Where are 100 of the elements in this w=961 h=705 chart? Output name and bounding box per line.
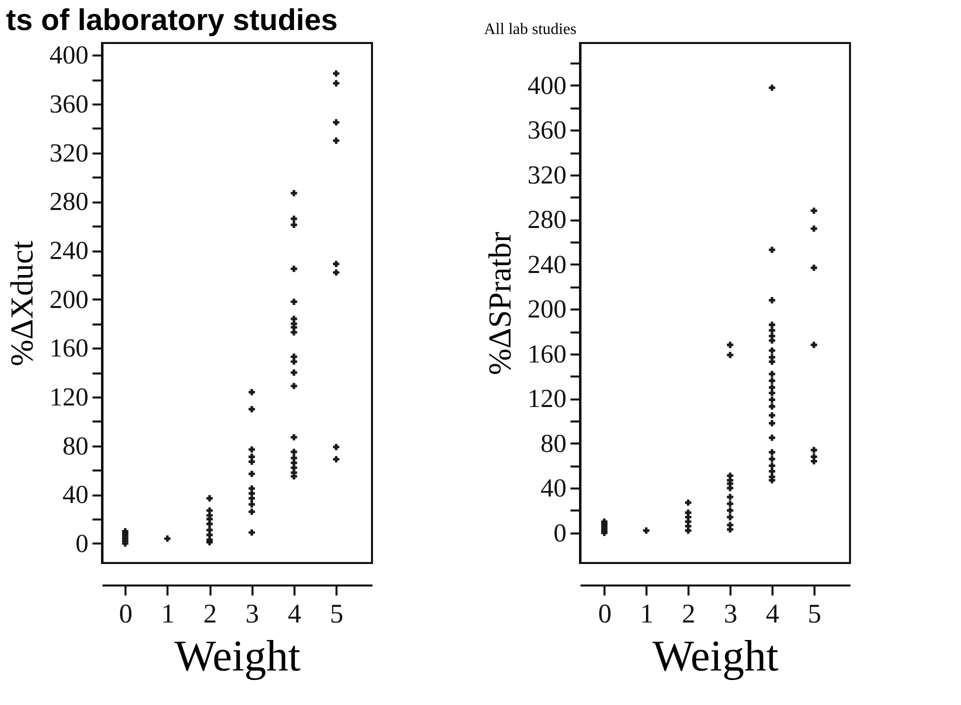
point — [810, 446, 818, 454]
x-tick-label: 5 — [330, 598, 344, 628]
point — [768, 396, 776, 403]
x-axis-title: Weight — [174, 632, 300, 680]
y-tick-label: 160 — [528, 339, 566, 368]
x-tick-label: 5 — [808, 598, 822, 628]
y-tick-label: 120 — [50, 382, 88, 412]
point — [685, 527, 692, 534]
y-tick-label: 160 — [50, 334, 88, 363]
point — [726, 507, 734, 514]
point — [643, 527, 650, 534]
point — [290, 190, 298, 196]
point — [726, 500, 734, 507]
y-axis-title: %ΔXduct — [4, 240, 40, 366]
point — [206, 495, 213, 502]
point — [332, 260, 340, 268]
point — [332, 456, 340, 462]
x-tick-label: 1 — [640, 598, 654, 628]
point — [768, 84, 776, 91]
point — [332, 444, 340, 450]
x-tick-label: 2 — [682, 598, 696, 628]
y-tick-label: 280 — [528, 205, 566, 234]
point — [768, 297, 776, 304]
x-tick-label: 4 — [288, 598, 302, 628]
point — [768, 327, 776, 334]
point — [768, 456, 776, 462]
point — [290, 222, 298, 228]
y-tick-label: 80 — [540, 428, 566, 458]
point — [248, 446, 255, 453]
point — [726, 484, 734, 492]
point — [248, 406, 255, 412]
point — [810, 225, 818, 232]
point — [248, 458, 255, 465]
point — [726, 494, 734, 500]
point — [768, 378, 776, 384]
y-tick-label: 360 — [528, 116, 566, 145]
point — [332, 137, 340, 144]
chart-title: ts of laboratory studies — [6, 4, 338, 38]
point — [248, 529, 255, 536]
point — [248, 508, 255, 515]
y-tick-label: 120 — [528, 384, 566, 414]
point — [248, 388, 255, 396]
y-tick-label: 320 — [50, 138, 88, 168]
point — [768, 412, 776, 419]
point — [248, 495, 255, 502]
y-tick-label: 0 — [554, 518, 566, 548]
point — [768, 358, 776, 365]
point — [290, 358, 298, 365]
point — [290, 298, 298, 305]
y-tick-label: 200 — [50, 284, 88, 314]
point — [206, 520, 213, 528]
point — [290, 369, 298, 376]
point — [726, 342, 734, 348]
x-tick-label: 2 — [203, 598, 217, 628]
point — [768, 390, 776, 396]
y-tick-label: 320 — [528, 160, 566, 190]
y-tick-label: 280 — [50, 187, 88, 216]
chart-title: All lab studies — [484, 21, 576, 38]
point — [768, 434, 776, 441]
y-tick-label: 400 — [528, 70, 566, 100]
point — [726, 352, 734, 358]
point — [164, 535, 171, 542]
point — [768, 477, 776, 484]
point — [290, 434, 298, 440]
y-tick-label: 360 — [50, 90, 88, 119]
point — [332, 70, 340, 77]
point — [768, 420, 776, 426]
point — [768, 347, 776, 354]
point — [768, 246, 776, 254]
point — [248, 501, 255, 508]
point — [768, 370, 776, 378]
point — [768, 337, 776, 344]
x-tick-label: 3 — [246, 598, 260, 628]
point — [290, 216, 298, 222]
point — [290, 382, 298, 390]
y-tick-label: 240 — [528, 250, 566, 279]
point — [810, 264, 818, 271]
y-axis-title: %ΔSPratbr — [482, 232, 518, 376]
y-tick-label: 40 — [62, 480, 88, 510]
x-tick-label: 3 — [724, 598, 738, 628]
point — [332, 80, 340, 86]
point — [290, 473, 298, 480]
point — [290, 448, 298, 456]
point — [768, 403, 776, 410]
x-tick-label: 4 — [766, 598, 780, 628]
y-tick-label: 0 — [76, 528, 88, 558]
point — [685, 499, 692, 506]
x-axis-title: Weight — [652, 632, 778, 680]
y-tick-label: 240 — [50, 236, 88, 266]
point — [768, 449, 776, 456]
point — [726, 514, 734, 520]
point — [810, 208, 818, 214]
point — [810, 342, 818, 348]
y-tick-label: 400 — [50, 40, 88, 70]
point — [290, 329, 298, 336]
point — [332, 119, 340, 126]
y-tick-label: 200 — [528, 294, 566, 324]
point — [726, 526, 734, 533]
point — [332, 269, 340, 276]
x-tick-label: 0 — [118, 598, 132, 628]
